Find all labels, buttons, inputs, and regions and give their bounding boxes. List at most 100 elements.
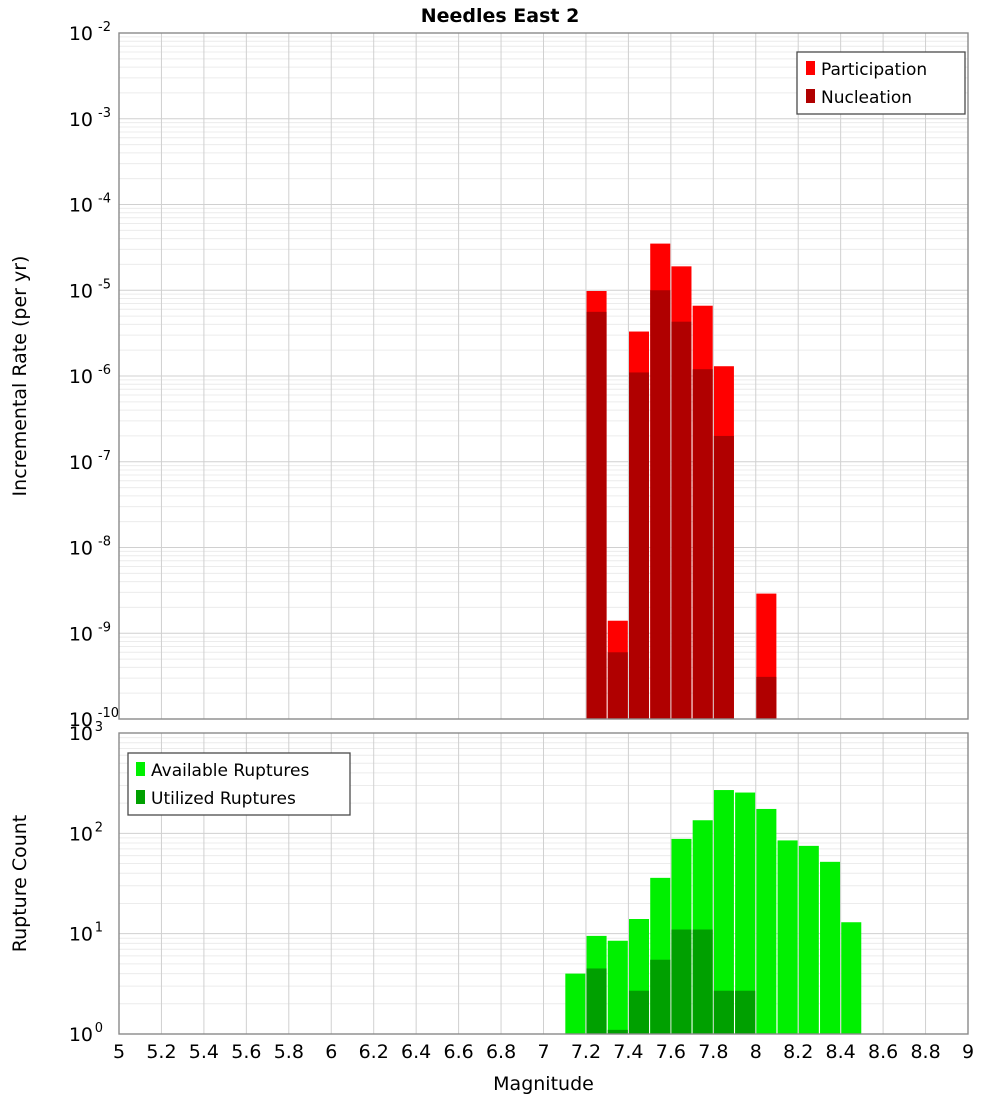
bottom-y-tick-3-exponent: 3 bbox=[95, 720, 103, 735]
utilized-ruptures-bar bbox=[650, 959, 671, 1034]
bottom-legend-label: Utilized Ruptures bbox=[151, 789, 296, 809]
x-tick-label: 8.8 bbox=[910, 1041, 940, 1063]
bottom-y-tick-2: 10 2 bbox=[69, 820, 103, 845]
x-tick-label: 8 bbox=[750, 1041, 762, 1063]
top-y-tick--10: 10 -10 bbox=[69, 706, 119, 731]
top-y-tick--6-mantissa: 10 bbox=[69, 366, 93, 388]
top-legend-label: Nucleation bbox=[821, 88, 912, 108]
bottom-legend-swatch bbox=[136, 762, 145, 776]
available-ruptures-bar bbox=[841, 922, 862, 1034]
top-y-tick--6: 10 -6 bbox=[69, 363, 111, 388]
utilized-ruptures-bar bbox=[671, 929, 692, 1034]
top-y-tick--4-exponent: -4 bbox=[98, 192, 111, 207]
bottom-y-tick-2-exponent: 2 bbox=[95, 820, 103, 835]
top-y-tick--4: 10 -4 bbox=[69, 192, 111, 217]
top-legend-label: Participation bbox=[821, 60, 927, 80]
available-ruptures-bar bbox=[565, 973, 586, 1034]
top-y-tick--2-mantissa: 10 bbox=[69, 23, 93, 45]
bottom-y-tick-0-exponent: 0 bbox=[95, 1021, 103, 1036]
bottom-y-tick-1-mantissa: 10 bbox=[69, 924, 93, 946]
top-y-tick--6-exponent: -6 bbox=[98, 363, 111, 378]
top-legend-swatch bbox=[806, 89, 815, 103]
utilized-ruptures-bar bbox=[735, 990, 756, 1034]
top-axis-frame bbox=[118, 32, 969, 720]
bottom-axis-frame bbox=[118, 732, 969, 1035]
x-tick-label: 8.2 bbox=[783, 1041, 813, 1063]
bottom-y-tick-0-mantissa: 10 bbox=[69, 1024, 93, 1046]
top-y-tick--3: 10 -3 bbox=[69, 106, 111, 131]
x-tick-label: 6.2 bbox=[359, 1041, 389, 1063]
top-y-tick--7: 10 -7 bbox=[69, 449, 111, 474]
available-ruptures-bar bbox=[713, 790, 734, 1034]
x-tick-label: 9 bbox=[962, 1041, 974, 1063]
incremental-rate-panel: 10 -2 10 -3 10 -4 10 -5 10 -6 10 -7 10 -8 10 -9 10 -10 Par… bbox=[69, 20, 969, 731]
available-ruptures-bar bbox=[756, 808, 777, 1034]
available-ruptures-bar bbox=[777, 840, 798, 1034]
x-tick-label: 7.6 bbox=[656, 1041, 686, 1063]
nucleation-bar bbox=[671, 321, 692, 719]
bottom-legend-label: Available Ruptures bbox=[151, 761, 309, 781]
top-y-tick--8-exponent: -8 bbox=[98, 535, 111, 550]
top-y-tick--5-exponent: -5 bbox=[98, 277, 111, 292]
top-y-tick--10-exponent: -10 bbox=[98, 706, 119, 721]
available-ruptures-bar bbox=[607, 940, 628, 1034]
x-tick-label: 5.2 bbox=[146, 1041, 176, 1063]
bottom-y-axis-label: Rupture Count bbox=[9, 815, 31, 953]
top-y-tick--9: 10 -9 bbox=[69, 620, 111, 645]
bottom-legend-box bbox=[127, 752, 351, 816]
top-legend: Participation Nucleation bbox=[796, 51, 966, 115]
top-legend-box bbox=[796, 51, 966, 115]
top-y-tick--8: 10 -8 bbox=[69, 535, 111, 560]
x-tick-label: 7 bbox=[537, 1041, 549, 1063]
utilized-ruptures-bar bbox=[586, 968, 607, 1034]
x-tick-label: 5 bbox=[113, 1041, 125, 1063]
bottom-y-tick-3-mantissa: 10 bbox=[69, 723, 93, 745]
top-y-tick--8-mantissa: 10 bbox=[69, 538, 93, 560]
top-legend-swatch bbox=[806, 61, 815, 75]
nucleation-bar bbox=[692, 369, 713, 719]
x-tick-label: 6.6 bbox=[443, 1041, 473, 1063]
top-y-tick--10-mantissa: 10 bbox=[69, 709, 93, 731]
top-y-tick--9-exponent: -9 bbox=[98, 620, 111, 635]
nucleation-bar bbox=[713, 435, 734, 719]
nucleation-bar bbox=[586, 311, 607, 719]
x-tick-label: 5.4 bbox=[189, 1041, 219, 1063]
top-y-tick--2-exponent: -2 bbox=[98, 20, 111, 35]
bottom-y-tick-3: 10 3 bbox=[69, 720, 103, 745]
utilized-ruptures-bar bbox=[607, 1029, 628, 1034]
top-y-tick--4-mantissa: 10 bbox=[69, 195, 93, 217]
top-y-tick--2: 10 -2 bbox=[69, 20, 111, 45]
top-bars bbox=[586, 243, 777, 719]
top-y-tick--5-mantissa: 10 bbox=[69, 280, 93, 302]
x-tick-label: 7.8 bbox=[698, 1041, 728, 1063]
x-tick-label: 8.6 bbox=[868, 1041, 898, 1063]
x-tick-label: 8.4 bbox=[826, 1041, 856, 1063]
nucleation-bar bbox=[650, 290, 671, 719]
bottom-legend: Available Ruptures Utilized Ruptures bbox=[127, 752, 351, 816]
x-tick-label: 6.8 bbox=[486, 1041, 516, 1063]
bottom-y-tick-1: 10 1 bbox=[69, 921, 103, 946]
bottom-y-tick-1-exponent: 1 bbox=[95, 921, 103, 936]
nucleation-bar bbox=[756, 676, 777, 719]
top-y-tick--3-exponent: -3 bbox=[98, 106, 111, 121]
nucleation-bar bbox=[629, 372, 650, 719]
bottom-y-tick-2-mantissa: 10 bbox=[69, 823, 93, 845]
x-tick-label: 7.2 bbox=[571, 1041, 601, 1063]
available-ruptures-bar bbox=[735, 792, 756, 1034]
bottom-legend-swatch bbox=[136, 790, 145, 804]
top-y-tick--7-mantissa: 10 bbox=[69, 452, 93, 474]
top-y-tick--3-mantissa: 10 bbox=[69, 109, 93, 131]
bottom-bars bbox=[565, 790, 862, 1034]
x-tick-label: 5.8 bbox=[274, 1041, 304, 1063]
bottom-y-tick-0: 10 0 bbox=[69, 1021, 103, 1046]
x-tick-label: 6.4 bbox=[401, 1041, 431, 1063]
available-ruptures-bar bbox=[798, 845, 819, 1034]
x-tick-label: 5.6 bbox=[231, 1041, 261, 1063]
top-y-axis-label: Incremental Rate (per yr) bbox=[9, 256, 31, 497]
x-tick-label: 7.4 bbox=[613, 1041, 643, 1063]
page-title: Needles East 2 bbox=[421, 5, 580, 27]
utilized-ruptures-bar bbox=[692, 929, 713, 1034]
x-tick-label: 6 bbox=[325, 1041, 337, 1063]
x-axis-label: Magnitude bbox=[493, 1073, 594, 1095]
